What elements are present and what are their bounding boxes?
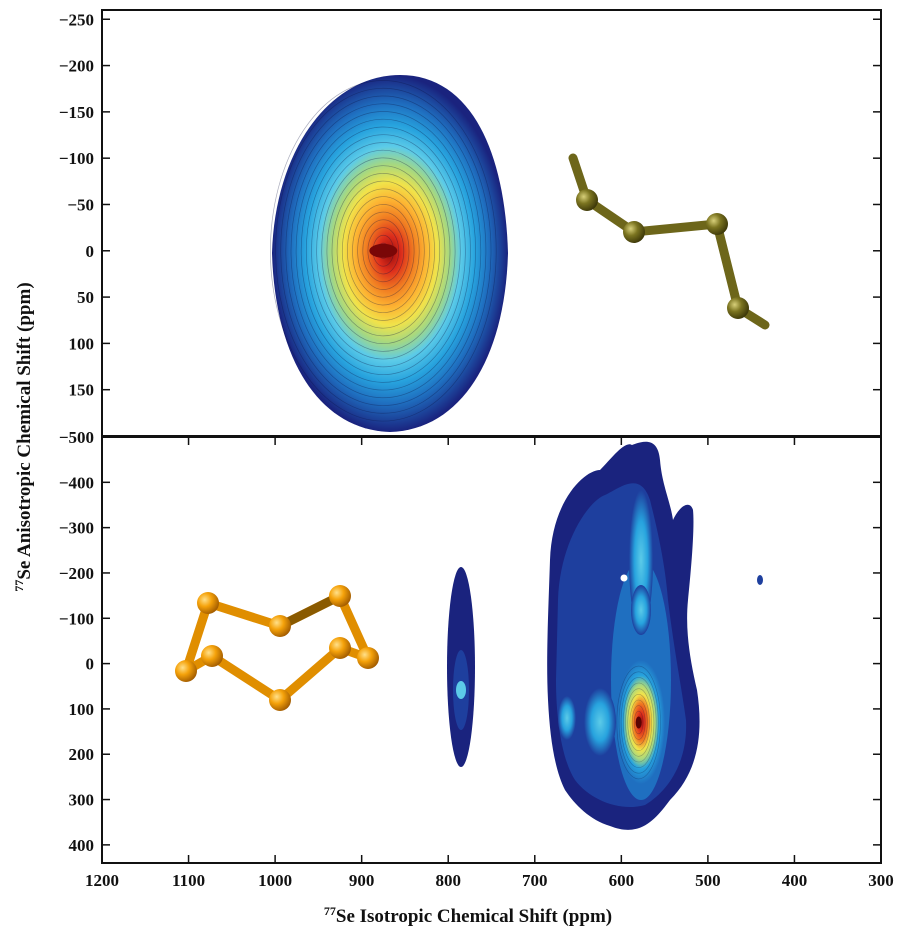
contour-line: [295, 118, 471, 383]
bottom-y-axis: −500 −400 −300 −200 −100 0 100 200 300 400: [59, 428, 881, 855]
contour-line: [280, 95, 487, 406]
top-panel: [270, 75, 770, 432]
contour-line: [620, 677, 657, 768]
contour-line: [616, 665, 661, 780]
bottom-contour-lines: [616, 665, 661, 780]
x-tick-label: 400: [782, 871, 808, 890]
contour-line: [627, 694, 650, 752]
bottom-y-tick-label: 100: [69, 700, 95, 719]
bottom-y-tick-label: 200: [69, 745, 95, 764]
contour-line: [357, 211, 410, 290]
contour-line: [367, 227, 400, 275]
x-tick-label: 700: [522, 871, 548, 890]
top-y-tick-label: −250: [59, 10, 94, 29]
x-tick-label: 800: [435, 871, 461, 890]
top-y-tick-label: −150: [59, 103, 94, 122]
ring-molecule-inset: [175, 585, 379, 711]
x-axis: 1200 1100 1000 900 800 700 600 500 400 300: [85, 437, 894, 890]
contour-line: [331, 173, 435, 329]
top-y-tick-label: −100: [59, 149, 94, 168]
bottom-y-tick-label: −300: [59, 519, 94, 538]
bottom-y-tick-label: −400: [59, 473, 94, 492]
bottom-y-tick-label: 300: [69, 791, 95, 810]
x-tick-label: 900: [349, 871, 375, 890]
contour-line: [623, 682, 655, 763]
x-tick-label: 1000: [258, 871, 292, 890]
contour-line: [347, 196, 420, 306]
contour-line: [618, 671, 659, 774]
contour-line: [305, 134, 461, 368]
chain-molecule-inset: [568, 153, 770, 330]
contour-line: [362, 219, 405, 283]
bottom-panel: [175, 441, 763, 830]
top-y-tick-label: −50: [67, 195, 94, 214]
contour-line: [326, 165, 441, 337]
top-y-tick-label: 50: [77, 288, 94, 307]
contour-line: [633, 710, 644, 735]
contour-line: [352, 204, 415, 298]
top-y-tick-label: 150: [69, 381, 95, 400]
x-tick-label: 500: [695, 871, 721, 890]
x-axis-label: 77Se Isotropic Chemical Shift (ppm): [324, 904, 612, 927]
contour-line: [341, 188, 425, 314]
contour-line: [336, 180, 430, 321]
top-y-tick-label: 0: [86, 242, 95, 261]
bottom-y-tick-label: −500: [59, 428, 94, 447]
x-tick-label: 1100: [172, 871, 205, 890]
top-y-tick-label: 100: [69, 334, 95, 353]
contour-line: [629, 699, 648, 746]
contour-line: [285, 103, 482, 399]
contour-line: [631, 705, 646, 740]
contour-line: [625, 688, 653, 757]
x-tick-label: 600: [609, 871, 635, 890]
contour-line: [300, 126, 466, 375]
bottom-peak-maximum: [635, 716, 642, 729]
x-tick-label: 300: [868, 871, 894, 890]
y-axis-label: 77Se Anisotropic Chemical Shift (ppm): [12, 282, 35, 591]
top-peak-maximum: [369, 243, 398, 258]
contour-line: [275, 87, 492, 414]
contour-line: [290, 111, 476, 391]
peak-440-dot: [757, 575, 763, 585]
top-peak-contour-lines: [270, 80, 497, 422]
top-y-axis: −250 −200 −150 −100 −50 0 50 100 150: [59, 10, 881, 400]
bottom-plot-frame: [101, 436, 882, 864]
bottom-y-tick-label: 0: [86, 655, 95, 674]
bottom-y-tick-label: −100: [59, 609, 94, 628]
contour-line: [321, 157, 446, 345]
contour-line: [316, 149, 451, 352]
contour-line: [311, 142, 456, 360]
bottom-y-tick-label: 400: [69, 836, 95, 855]
top-y-tick-label: −200: [59, 57, 94, 76]
x-tick-label: 1200: [85, 871, 119, 890]
contour-line: [270, 80, 497, 422]
bottom-y-tick-label: −200: [59, 564, 94, 583]
